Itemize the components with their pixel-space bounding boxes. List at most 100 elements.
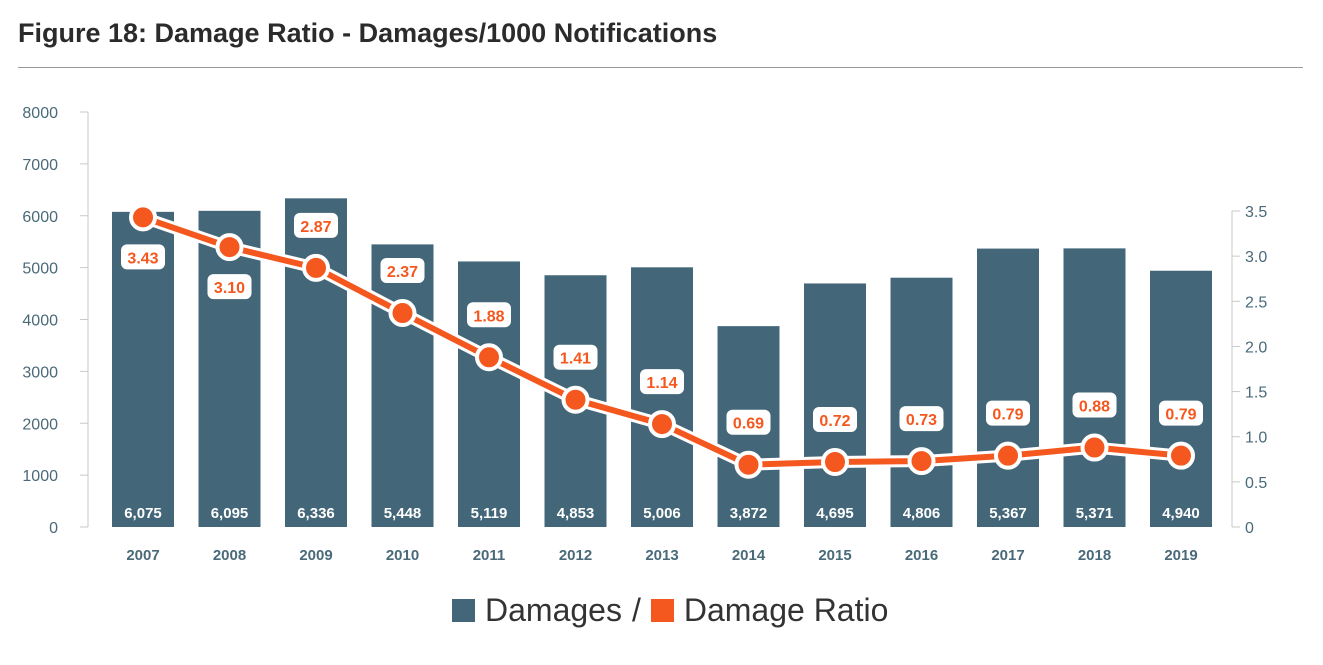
x-axis-tick-label: 2013 xyxy=(645,547,678,564)
bar-damages xyxy=(1063,248,1126,527)
ratio-label-box xyxy=(1072,392,1117,418)
ratio-point xyxy=(1080,433,1109,462)
left-axis-tick-label: 5000 xyxy=(22,261,58,278)
left-axis-tick-label: 1000 xyxy=(22,468,58,485)
bar-value-label: 4,853 xyxy=(557,505,595,522)
left-axis-tick-label: 0 xyxy=(49,520,58,537)
ratio-label-box xyxy=(986,400,1030,426)
right-axis-tick-label: 2.0 xyxy=(1245,339,1267,356)
x-axis-tick-label: 2011 xyxy=(473,547,506,564)
ratio-value-label: 0.73 xyxy=(906,412,937,429)
left-axis-tick-label: 6000 xyxy=(22,209,58,226)
ratio-value-label: 0.69 xyxy=(733,416,764,433)
x-axis-tick-label: 2009 xyxy=(299,547,332,564)
x-axis-tick-label: 2019 xyxy=(1164,547,1197,564)
bar-damages xyxy=(977,248,1039,528)
left-axis-tick-label: 4000 xyxy=(22,313,58,330)
bar-value-label: 4,940 xyxy=(1162,505,1200,522)
ratio-point xyxy=(561,385,590,414)
ratio-label-box xyxy=(899,406,944,432)
bar-value-label: 5,119 xyxy=(471,505,508,522)
bar-damages xyxy=(804,283,866,527)
ratio-value-label: 0.88 xyxy=(1079,399,1110,416)
ratio-point xyxy=(215,233,244,262)
legend-label-damages: Damages xyxy=(485,592,622,628)
ratio-label-box xyxy=(726,409,771,435)
ratio-point xyxy=(1167,441,1195,470)
ratio-point xyxy=(907,447,936,476)
bar-value-label: 5,006 xyxy=(643,505,681,522)
bar-damages xyxy=(458,261,520,527)
x-axis-tick-label: 2015 xyxy=(818,547,851,564)
bar-value-label: 6,095 xyxy=(211,505,249,522)
x-axis-tick-label: 2007 xyxy=(126,547,159,564)
ratio-label-box xyxy=(294,212,338,238)
ratio-label-box xyxy=(813,406,857,432)
bar-damages xyxy=(1150,270,1212,527)
ratio-value-label: 2.37 xyxy=(387,264,418,281)
x-axis-tick-label: 2012 xyxy=(559,547,592,564)
ratio-point xyxy=(648,410,676,439)
ratio-value-label: 1.88 xyxy=(473,308,504,325)
ratio-value-label: 1.14 xyxy=(646,375,677,392)
ratio-label-box xyxy=(1159,400,1203,426)
x-axis-tick-label: 2017 xyxy=(991,547,1024,564)
right-axis-tick-label: 1.0 xyxy=(1245,430,1267,447)
ratio-point xyxy=(302,253,330,282)
ratio-label-box xyxy=(467,302,511,328)
bar-value-label: 6,336 xyxy=(297,505,335,522)
ratio-label-box xyxy=(380,258,425,284)
bar-damages xyxy=(631,267,693,527)
bar-value-label: 6,075 xyxy=(124,505,162,522)
x-axis-tick-label: 2014 xyxy=(732,547,766,564)
ratio-label-box xyxy=(553,344,598,370)
ratio-value-label: 3.43 xyxy=(127,250,158,267)
ratio-value-label: 0.79 xyxy=(1165,407,1196,424)
right-axis-tick-label: 2.5 xyxy=(1245,294,1267,311)
right-axis-tick-label: 3.5 xyxy=(1245,204,1267,221)
bar-damages xyxy=(198,210,261,527)
ratio-label-box xyxy=(207,274,252,300)
ratio-point xyxy=(129,203,157,232)
left-axis-tick-label: 7000 xyxy=(22,157,58,174)
ratio-value-label: 0.79 xyxy=(992,407,1023,424)
ratio-value-label: 0.72 xyxy=(819,413,850,430)
bar-value-label: 5,448 xyxy=(384,505,422,522)
bar-value-label: 5,371 xyxy=(1076,505,1114,522)
ratio-value-label: 3.10 xyxy=(214,280,245,297)
ratio-point xyxy=(388,299,417,328)
title-divider xyxy=(18,67,1303,68)
left-axis-tick-label: 8000 xyxy=(22,105,58,122)
x-axis-tick-label: 2016 xyxy=(905,547,938,564)
ratio-value-label: 2.87 xyxy=(300,219,331,236)
bar-damages xyxy=(285,198,347,527)
bar-value-label: 4,695 xyxy=(816,505,854,522)
right-axis-tick-label: 0 xyxy=(1245,520,1254,537)
ratio-label-box xyxy=(121,244,165,270)
legend-swatch-damages xyxy=(452,599,475,622)
legend-label-damage-ratio: Damage Ratio xyxy=(683,592,889,628)
x-axis-tick-label: 2018 xyxy=(1078,547,1111,564)
bar-damages xyxy=(371,244,434,527)
x-axis-tick-label: 2008 xyxy=(213,547,246,564)
ratio-point xyxy=(475,343,503,372)
ratio-point xyxy=(821,447,849,476)
bar-value-label: 4,806 xyxy=(903,505,941,522)
chart-title: Figure 18: Damage Ratio - Damages/1000 N… xyxy=(18,18,718,48)
ratio-label-box xyxy=(640,369,684,395)
right-axis-tick-label: 0.5 xyxy=(1245,475,1267,492)
bar-value-label: 5,367 xyxy=(989,505,1027,522)
legend-swatch-damage-ratio xyxy=(650,599,674,622)
left-axis-tick-label: 3000 xyxy=(22,364,58,381)
left-axis-tick-label: 2000 xyxy=(22,416,58,433)
legend-separator: / xyxy=(631,592,641,628)
ratio-value-label: 1.41 xyxy=(560,351,591,368)
right-axis-tick-label: 1.5 xyxy=(1245,385,1267,402)
ratio-point xyxy=(994,441,1022,470)
right-axis-tick-label: 3.0 xyxy=(1245,249,1267,266)
x-axis-tick-label: 2010 xyxy=(386,547,419,564)
ratio-point xyxy=(734,450,763,479)
legend: Damages / Damage Ratio xyxy=(452,592,888,629)
